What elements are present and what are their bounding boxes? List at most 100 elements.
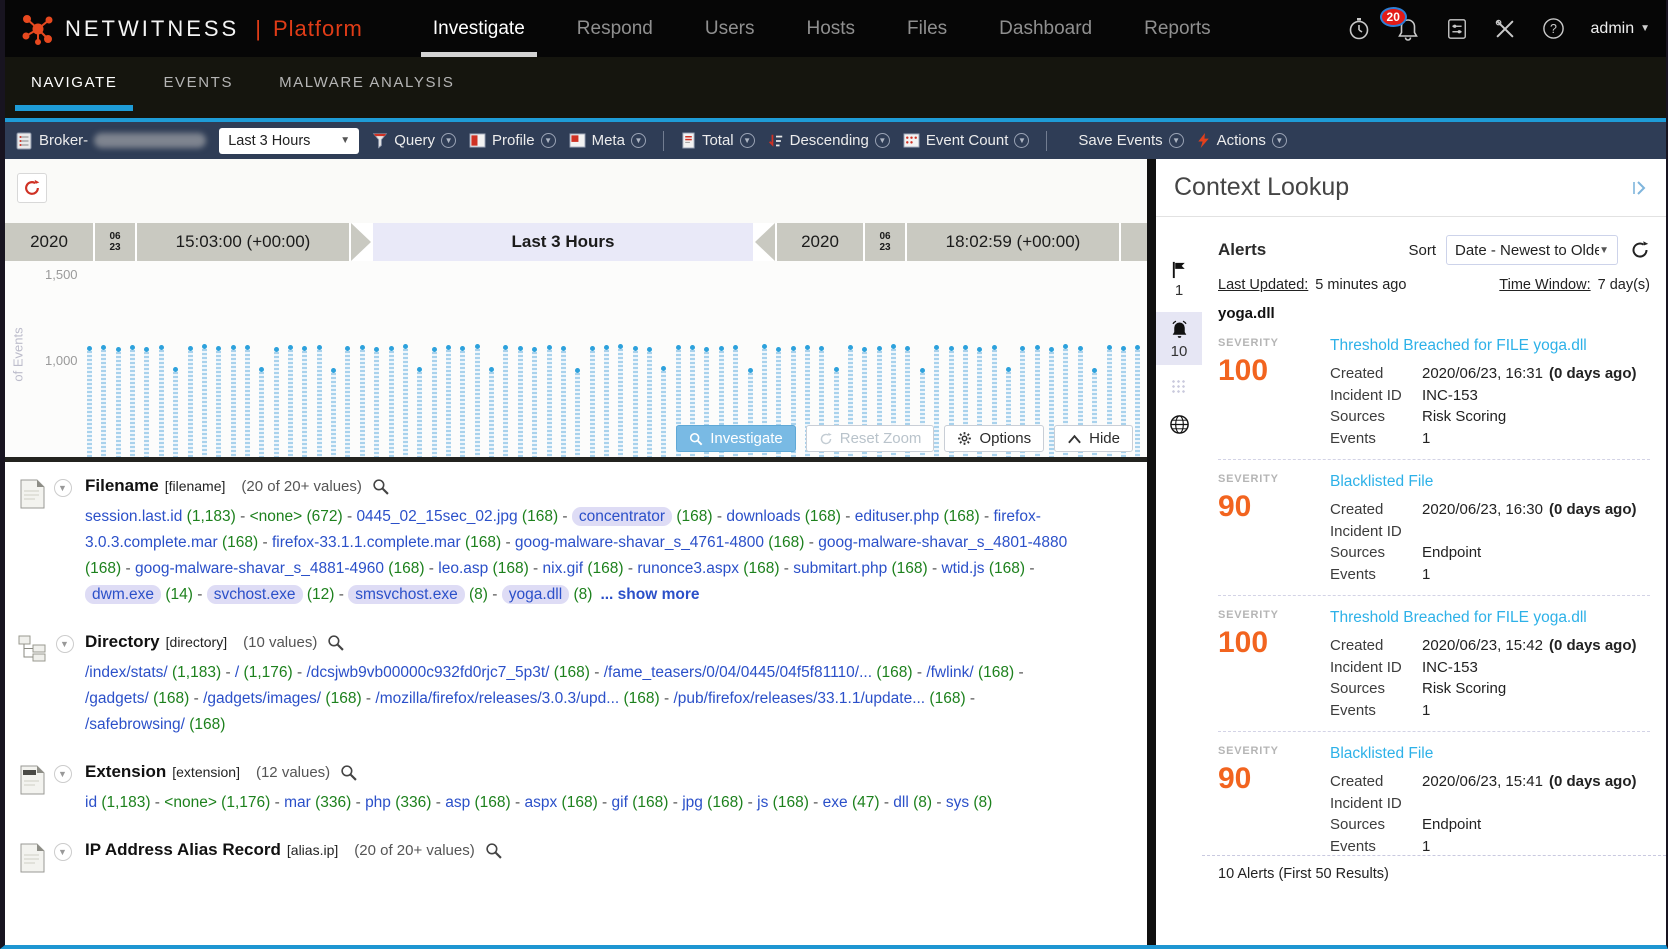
alert-title-link[interactable]: Blacklisted File xyxy=(1330,745,1434,762)
meta-value-link[interactable]: submitart.php xyxy=(793,560,888,577)
range-start-time[interactable]: 15:03:00 (+00:00) xyxy=(137,223,349,261)
meta-value-link[interactable]: leo.asp xyxy=(438,560,489,577)
range-end-date[interactable]: 06 23 xyxy=(865,223,905,261)
meta-value-link[interactable]: smsvchost.exe xyxy=(348,585,465,604)
meta-value-link[interactable]: goog-malware-shavar_s_4801-4880 xyxy=(818,534,1068,551)
rail-alerts-bell[interactable]: 10 xyxy=(1156,312,1202,365)
meta-value-link[interactable]: aspx xyxy=(524,794,558,811)
meta-value-link[interactable]: /gadgets/ xyxy=(85,690,149,707)
meta-value-link[interactable]: goog-malware-shavar_s_4881-4960 xyxy=(134,560,384,577)
meta-value-link[interactable]: 0445_02_15sec_02.jpg xyxy=(356,508,518,525)
jobs-icon[interactable] xyxy=(1446,17,1468,41)
reset-zoom-button[interactable]: Reset Zoom xyxy=(805,425,935,452)
help-icon[interactable]: ? xyxy=(1542,17,1565,40)
broker-selector[interactable]: Broker- xyxy=(15,132,207,150)
notifications-bell-icon[interactable]: 20 xyxy=(1379,6,1420,42)
meta-value-link[interactable]: /gadgets/images/ xyxy=(203,690,322,707)
profile-menu[interactable]: Profile ▼ xyxy=(469,132,556,149)
meta-value-link[interactable]: nix.gif xyxy=(542,560,584,577)
show-more-link[interactable]: ... show more xyxy=(600,586,700,603)
meta-value-link[interactable]: <none> xyxy=(164,794,217,811)
nav-hosts[interactable]: Hosts xyxy=(806,17,856,39)
meta-value-link[interactable]: php xyxy=(365,794,391,811)
time-range-select[interactable]: Last 3 Hours ▼ xyxy=(219,127,360,154)
actions-menu[interactable]: Actions ▼ xyxy=(1197,132,1287,149)
meta-value-link[interactable]: mar xyxy=(284,794,311,811)
nav-dashboard[interactable]: Dashboard xyxy=(999,17,1093,39)
total-menu[interactable]: Total ▼ xyxy=(681,132,755,149)
meta-value-link[interactable]: asp xyxy=(445,794,471,811)
range-end-year[interactable]: 2020 xyxy=(777,223,863,261)
hide-chart-button[interactable]: Hide xyxy=(1054,425,1133,452)
magnifier-icon[interactable] xyxy=(340,764,357,781)
options-button[interactable]: Options xyxy=(944,425,1045,452)
magnifier-icon[interactable] xyxy=(327,634,345,651)
refresh-alerts-icon[interactable] xyxy=(1630,240,1650,260)
nav-users[interactable]: Users xyxy=(704,17,755,39)
query-menu[interactable]: Query ▼ xyxy=(372,132,457,149)
meta-value-link[interactable]: runonce3.aspx xyxy=(637,560,739,577)
chevron-down-icon[interactable]: ▼ xyxy=(53,479,72,497)
meta-value-link[interactable]: dwm.exe xyxy=(85,585,162,604)
meta-value-link[interactable]: gif xyxy=(611,794,628,811)
rail-endpoint-globe[interactable] xyxy=(1156,407,1202,440)
meta-value-link[interactable]: /fame_teasers/0/04/0445/04f5f81110/... xyxy=(603,664,873,681)
nav-files[interactable]: Files xyxy=(907,17,948,39)
nav-reports[interactable]: Reports xyxy=(1144,17,1211,39)
chevron-down-icon[interactable]: ▼ xyxy=(55,635,74,653)
panel-splitter[interactable] xyxy=(1147,159,1156,945)
alert-title-link[interactable]: Blacklisted File xyxy=(1330,473,1434,490)
brand-logo[interactable]: NETWITNESS | Platform xyxy=(21,0,363,57)
magnifier-icon[interactable] xyxy=(372,478,389,495)
investigate-button[interactable]: Investigate xyxy=(676,425,796,452)
meta-value-link[interactable]: concentrator xyxy=(571,507,673,526)
nav-respond[interactable]: Respond xyxy=(576,17,653,39)
timer-icon[interactable] xyxy=(1348,17,1370,41)
user-menu[interactable]: admin ▼ xyxy=(1591,20,1650,38)
meta-value-link[interactable]: goog-malware-shavar_s_4761-4800 xyxy=(514,534,764,551)
meta-value-link[interactable]: downloads xyxy=(726,508,801,525)
sort-select[interactable]: Date - Newest to Oldest ▼ xyxy=(1446,235,1618,265)
meta-value-link[interactable]: /safebrowsing/ xyxy=(85,716,185,733)
meta-value-link[interactable]: <none> xyxy=(249,508,303,525)
meta-value-link[interactable]: /mozilla/firefox/releases/3.0.3/upd... xyxy=(375,690,620,707)
tab-navigate[interactable]: NAVIGATE xyxy=(14,74,134,111)
reload-results-button[interactable] xyxy=(17,173,47,203)
meta-value-link[interactable]: /fwlink/ xyxy=(926,664,974,681)
meta-value-link[interactable]: id xyxy=(85,794,98,811)
magnifier-icon[interactable] xyxy=(485,842,502,859)
save-events-menu[interactable]: Save Events ▼ xyxy=(1078,132,1184,149)
nav-investigate[interactable]: Investigate xyxy=(420,0,537,57)
meta-value-link[interactable]: /index/stats/ xyxy=(85,664,168,681)
meta-value-link[interactable]: session.last.id xyxy=(85,508,183,525)
tab-malware-analysis[interactable]: MALWARE ANALYSIS xyxy=(279,74,455,91)
range-end-time[interactable]: 18:02:59 (+00:00) xyxy=(907,223,1119,261)
meta-value-link[interactable]: js xyxy=(757,794,769,811)
chevron-down-icon[interactable]: ▼ xyxy=(53,843,72,861)
meta-value-link[interactable]: exe xyxy=(822,794,848,811)
meta-value-link[interactable]: svchost.exe xyxy=(206,585,303,604)
collapse-panel-icon[interactable] xyxy=(1630,179,1648,197)
meta-value-link[interactable]: /pub/firefox/releases/33.1.1/update... xyxy=(673,690,926,707)
range-label[interactable]: Last 3 Hours xyxy=(373,223,753,261)
tools-icon[interactable] xyxy=(1494,18,1516,40)
meta-value-link[interactable]: dll xyxy=(893,794,909,811)
sort-order-menu[interactable]: Descending ▼ xyxy=(768,132,890,149)
chevron-down-icon[interactable]: ▼ xyxy=(53,765,72,783)
meta-value-link[interactable]: firefox-33.1.1.complete.mar xyxy=(271,534,461,551)
meta-value-link[interactable]: /dcsjwb9vb00000c932fd0rjc7_5p3t/ xyxy=(306,664,550,681)
range-start-date[interactable]: 06 23 xyxy=(95,223,135,261)
meta-value-link[interactable]: edituser.php xyxy=(854,508,940,525)
meta-value-link[interactable]: firefox-3.0.3.complete.mar xyxy=(85,508,1041,551)
tab-events[interactable]: EVENTS xyxy=(163,74,234,91)
meta-value-link[interactable]: wtid.js xyxy=(941,560,985,577)
event-count-menu[interactable]: Event Count ▼ xyxy=(903,132,1030,149)
range-start-year[interactable]: 2020 xyxy=(5,223,93,261)
meta-value-link[interactable]: / xyxy=(234,664,240,681)
meta-value-link[interactable]: yoga.dll xyxy=(501,585,570,604)
alert-title-link[interactable]: Threshold Breached for FILE yoga.dll xyxy=(1330,609,1587,626)
meta-value-link[interactable]: sys xyxy=(945,794,970,811)
meta-value-link[interactable]: jpg xyxy=(682,794,703,811)
rail-incidents-flag[interactable]: 1 xyxy=(1156,253,1202,304)
alert-title-link[interactable]: Threshold Breached for FILE yoga.dll xyxy=(1330,337,1587,354)
